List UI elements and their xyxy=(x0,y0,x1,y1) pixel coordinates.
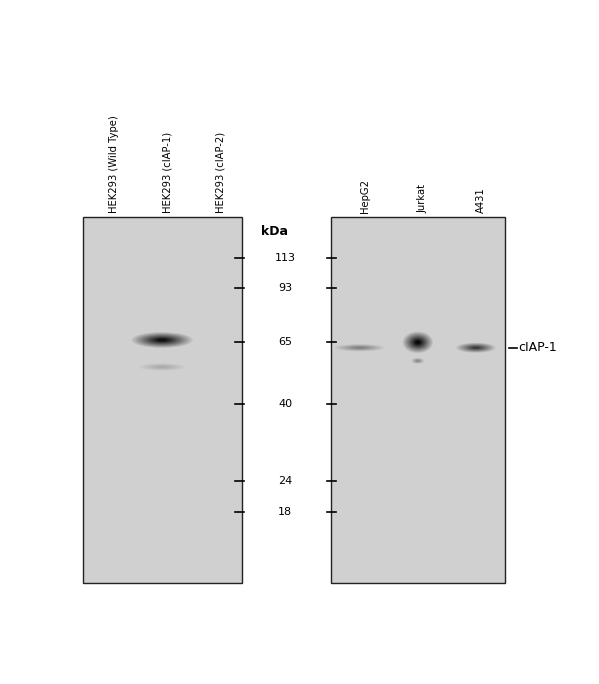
Text: 18: 18 xyxy=(278,507,292,516)
Ellipse shape xyxy=(415,360,420,362)
Ellipse shape xyxy=(416,360,420,362)
Ellipse shape xyxy=(348,346,371,350)
Ellipse shape xyxy=(409,336,427,349)
Ellipse shape xyxy=(356,347,364,348)
Ellipse shape xyxy=(153,338,172,343)
Ellipse shape xyxy=(334,344,385,352)
Ellipse shape xyxy=(151,365,173,369)
Ellipse shape xyxy=(344,345,376,350)
Text: HEK293 (cIAP-2): HEK293 (cIAP-2) xyxy=(215,132,225,213)
Ellipse shape xyxy=(337,345,383,351)
Ellipse shape xyxy=(350,346,370,349)
Ellipse shape xyxy=(140,364,184,370)
Ellipse shape xyxy=(353,347,365,349)
Ellipse shape xyxy=(155,366,170,368)
Ellipse shape xyxy=(146,336,179,344)
Ellipse shape xyxy=(464,345,488,351)
Text: 65: 65 xyxy=(279,337,292,347)
Ellipse shape xyxy=(468,346,483,350)
Ellipse shape xyxy=(411,358,425,364)
Ellipse shape xyxy=(155,338,170,342)
Ellipse shape xyxy=(462,344,490,351)
Ellipse shape xyxy=(138,334,186,346)
Ellipse shape xyxy=(415,360,421,362)
Ellipse shape xyxy=(412,338,423,347)
Ellipse shape xyxy=(156,366,168,368)
Ellipse shape xyxy=(412,358,424,364)
Ellipse shape xyxy=(131,332,193,348)
Ellipse shape xyxy=(144,364,180,370)
Ellipse shape xyxy=(403,332,433,353)
Ellipse shape xyxy=(456,343,496,353)
Text: HEK293 (cIAP-1): HEK293 (cIAP-1) xyxy=(162,132,172,213)
Text: 93: 93 xyxy=(278,283,292,293)
Text: cIAP-1: cIAP-1 xyxy=(518,341,557,354)
Ellipse shape xyxy=(455,342,497,353)
Ellipse shape xyxy=(346,346,373,350)
Text: HepG2: HepG2 xyxy=(359,179,370,213)
Text: Jurkat: Jurkat xyxy=(418,184,428,213)
Ellipse shape xyxy=(406,334,429,351)
Text: 113: 113 xyxy=(275,252,296,263)
Ellipse shape xyxy=(411,337,425,347)
Bar xyxy=(83,217,241,583)
Ellipse shape xyxy=(467,345,485,350)
Ellipse shape xyxy=(412,358,423,363)
Ellipse shape xyxy=(470,346,482,350)
Text: kDa: kDa xyxy=(261,224,288,237)
Ellipse shape xyxy=(461,344,491,352)
Ellipse shape xyxy=(340,345,379,350)
Ellipse shape xyxy=(148,337,176,343)
Ellipse shape xyxy=(137,363,187,371)
Bar xyxy=(331,217,505,583)
Ellipse shape xyxy=(471,347,480,349)
Ellipse shape xyxy=(415,341,420,344)
Ellipse shape xyxy=(410,337,426,348)
Ellipse shape xyxy=(134,332,190,347)
Ellipse shape xyxy=(459,343,493,352)
Ellipse shape xyxy=(416,360,419,362)
Ellipse shape xyxy=(407,335,428,350)
Ellipse shape xyxy=(404,332,432,352)
Ellipse shape xyxy=(458,343,494,352)
Ellipse shape xyxy=(150,337,174,343)
Ellipse shape xyxy=(338,345,381,351)
Ellipse shape xyxy=(414,359,422,363)
Ellipse shape xyxy=(352,347,368,349)
Ellipse shape xyxy=(129,332,195,349)
Ellipse shape xyxy=(405,333,431,352)
Ellipse shape xyxy=(413,359,422,363)
Ellipse shape xyxy=(413,339,422,345)
Ellipse shape xyxy=(417,360,419,361)
Ellipse shape xyxy=(415,340,422,345)
Ellipse shape xyxy=(157,339,167,341)
Ellipse shape xyxy=(146,365,179,369)
Ellipse shape xyxy=(153,365,171,369)
Ellipse shape xyxy=(332,344,387,352)
Ellipse shape xyxy=(412,358,424,363)
Ellipse shape xyxy=(413,358,423,363)
Text: HEK293 (Wild Type): HEK293 (Wild Type) xyxy=(109,115,119,213)
Ellipse shape xyxy=(147,365,177,369)
Ellipse shape xyxy=(342,345,377,350)
Text: A431: A431 xyxy=(476,187,486,213)
Ellipse shape xyxy=(415,359,421,363)
Ellipse shape xyxy=(401,331,434,354)
Ellipse shape xyxy=(136,333,188,347)
Ellipse shape xyxy=(149,365,175,369)
Ellipse shape xyxy=(465,345,486,350)
Ellipse shape xyxy=(141,334,183,345)
Ellipse shape xyxy=(143,335,181,345)
Ellipse shape xyxy=(142,364,182,370)
Ellipse shape xyxy=(138,363,186,371)
Text: 40: 40 xyxy=(278,399,292,409)
Ellipse shape xyxy=(473,347,479,349)
Text: 24: 24 xyxy=(278,476,292,486)
